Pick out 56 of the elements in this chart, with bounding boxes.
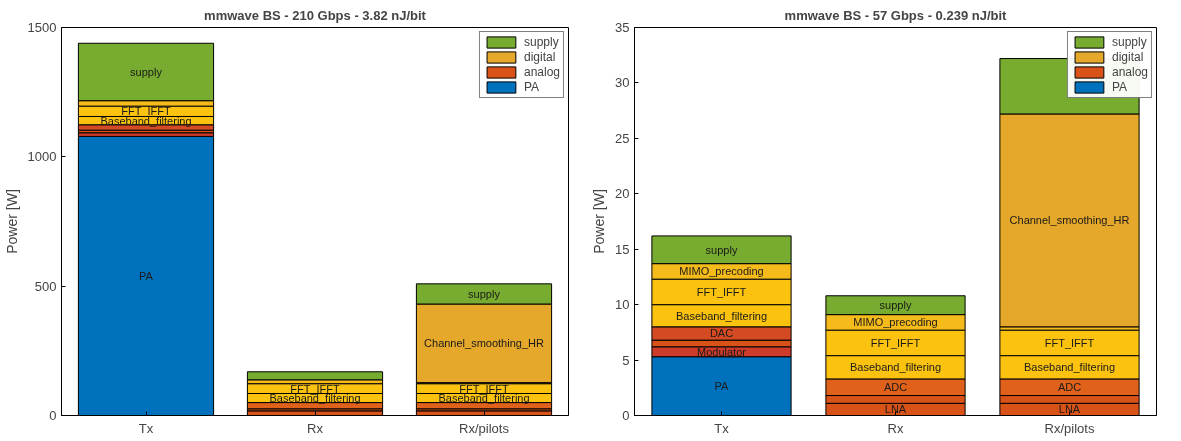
- data-label: Modulator: [697, 345, 747, 358]
- y-tick-label: 35: [615, 20, 630, 35]
- data-label: LNA: [884, 403, 907, 416]
- y-tick-label: 1500: [27, 20, 57, 35]
- legend-label: analog: [523, 65, 560, 79]
- legend-label: supply: [1111, 35, 1147, 49]
- data-label: DAC: [709, 327, 734, 340]
- x-tick-label: Rx/pilots: [459, 420, 510, 436]
- y-tick-label: 5: [622, 352, 630, 368]
- data-label: FFT_IFFT: [459, 382, 510, 395]
- data-label: LNA: [1058, 403, 1081, 416]
- data-label: supply: [130, 65, 163, 78]
- legend-label: digital: [523, 50, 556, 64]
- legend-label: PA: [1111, 80, 1129, 94]
- y-tick-label: 0: [49, 408, 57, 423]
- y-tick-label: 30: [615, 75, 630, 91]
- data-label: PA: [139, 269, 154, 282]
- y-tick-label: 1000: [27, 149, 57, 165]
- data-label: FFT_IFFT: [1044, 336, 1095, 349]
- data-label: FFT_IFFT: [290, 382, 341, 395]
- y-axis-title: Power [W]: [591, 189, 608, 254]
- legend-label: analog: [1111, 65, 1148, 79]
- x-tick-label: Rx/pilots: [1044, 420, 1095, 436]
- y-tick-label: 15: [615, 241, 630, 257]
- data-label: supply: [468, 287, 501, 300]
- x-tick-label: Rx: [887, 420, 904, 436]
- data-label: Channel_smoothing_HR: [424, 337, 544, 350]
- data-label: MIMO_precoding: [679, 265, 764, 278]
- data-label: PA: [714, 380, 730, 393]
- data-label: Baseband_filtering: [438, 392, 530, 405]
- y-tick-label: 20: [615, 186, 630, 202]
- y-axis-title: Power [W]: [3, 189, 20, 254]
- legend-label: PA: [523, 80, 541, 94]
- data-label: ADC: [1057, 381, 1082, 394]
- chart-title: mmwave BS - 210 Gbps - 3.82 nJ/bit: [204, 7, 427, 23]
- data-label: FFT_IFFT: [870, 336, 921, 349]
- data-label: Baseband_filtering: [1023, 361, 1116, 374]
- data-label: FFT_IFFT: [696, 285, 747, 298]
- data-label: supply: [879, 299, 912, 312]
- x-tick-label: Tx: [714, 420, 730, 436]
- x-tick-label: Tx: [138, 420, 154, 436]
- data-label: MIMO_precoding: [853, 316, 938, 329]
- legend-label: supply: [523, 35, 559, 49]
- chart-title: mmwave BS - 57 Gbps - 0.239 nJ/bit: [784, 7, 1008, 23]
- data-label: Baseband_filtering: [849, 361, 942, 374]
- y-tick-label: 0: [622, 408, 630, 423]
- data-label: Baseband_filtering: [269, 392, 361, 405]
- y-tick-label: 10: [615, 297, 630, 313]
- data-label: supply: [705, 243, 738, 256]
- x-tick-label: Rx: [307, 420, 324, 436]
- data-label: Baseband_filtering: [675, 309, 768, 322]
- legend-label: digital: [1111, 50, 1144, 64]
- data-label: ADC: [883, 381, 908, 394]
- y-tick-label: 500: [34, 278, 57, 294]
- y-tick-label: 25: [615, 130, 630, 146]
- data-label: Channel_smoothing_HR: [1009, 214, 1130, 227]
